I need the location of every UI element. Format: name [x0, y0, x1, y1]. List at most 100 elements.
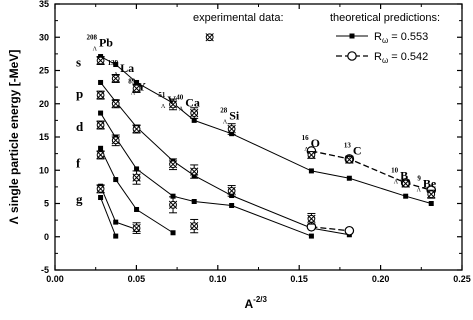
nucleus-label-O: 16 Λ O: [302, 134, 320, 153]
theory-square-marker: [170, 193, 176, 199]
exp-cross-b: [168, 160, 178, 169]
experimental-point: [111, 74, 120, 83]
legend-entries: Rω = 0.553 Rω = 0.542: [336, 31, 428, 65]
legend-entry-value: = 0.542: [388, 51, 428, 63]
exp-cross-b: [168, 100, 178, 109]
x-axis-label: A-2/3: [245, 295, 268, 311]
experimental-point: [168, 100, 178, 109]
y-tick-label: 10: [39, 165, 49, 175]
theory-dashed-line-0: [311, 150, 432, 191]
legend-square-marker: [349, 33, 355, 39]
theory-square-marker: [191, 117, 197, 123]
nucleus-label-B: 10 Λ B: [391, 167, 408, 186]
legend: experimental data: theoretical predictio…: [193, 12, 440, 65]
legend-experimental-marker: [205, 33, 214, 42]
nucleus-label-V: 51 Λ V: [158, 91, 176, 110]
nucleus-mass-number: 89: [128, 77, 136, 85]
y-tick-label: 15: [39, 132, 49, 142]
exp-cross-b: [96, 56, 105, 65]
x-axis-label-base: A: [245, 297, 254, 311]
nucleus-mass-number: 28: [220, 107, 228, 115]
x-axis-label-exponent: -2/3: [253, 295, 267, 304]
experimental-point: [96, 184, 105, 194]
exp-cross-b: [427, 190, 436, 199]
experimental-point: [111, 99, 120, 108]
nucleus-mass-number: 40: [176, 93, 184, 101]
y-tick-label: 5: [44, 199, 49, 209]
theory-square-marker: [134, 206, 140, 212]
nucleus-symbol: Be: [423, 177, 437, 191]
x-tick-label: 0.25: [453, 274, 471, 284]
nucleus-label-Be: 9 Λ Be: [417, 175, 437, 194]
experimental-point: [307, 150, 316, 160]
nucleus-symbol: Si: [229, 109, 240, 123]
experimental-point: [132, 124, 141, 134]
theory-line-s: [100, 56, 432, 204]
nucleus-lambda-mark: Λ: [161, 104, 166, 110]
y-tick-label: 25: [39, 66, 49, 76]
nucleus-symbol: Ca: [185, 95, 200, 109]
x-tick-label: 0.10: [209, 274, 227, 284]
exp-cross-b: [132, 124, 141, 134]
exp-cross-b: [190, 221, 199, 231]
nucleus-lambda-mark: Λ: [114, 72, 119, 78]
legend-entry-symbol: R: [374, 51, 382, 63]
nucleus-symbol: O: [311, 136, 320, 150]
nucleus-mass-number: 208: [86, 34, 97, 42]
nucleus-symbol: La: [120, 61, 134, 75]
experimental-point: [227, 124, 236, 134]
exp-cross-b: [205, 33, 214, 42]
nucleus-symbol: C: [353, 143, 362, 157]
theory-square-marker: [428, 201, 434, 206]
legend-entry-subscript: ω: [382, 56, 388, 65]
x-tick-label: 0.15: [290, 274, 308, 284]
theory-square-marker: [98, 110, 104, 116]
experimental-point: [132, 84, 141, 93]
theory-circle-marker: [344, 225, 355, 236]
theory-square-marker: [98, 145, 104, 151]
y-tick-label: 35: [39, 0, 49, 9]
exp-cross-b: [307, 214, 316, 223]
theory-square-marker: [403, 193, 409, 199]
legend-entry-subscript: ω: [382, 36, 388, 45]
exp-cross-b: [111, 99, 120, 108]
experimental-point: [111, 136, 120, 145]
theory-square-marker: [308, 233, 314, 239]
shell-label-s: s: [76, 55, 81, 70]
legend-experimental-label: experimental data:: [193, 12, 284, 24]
y-axis-label: Λ single particle energy [-MeV]: [7, 50, 21, 225]
experimental-point: [190, 108, 199, 118]
legend-theory-title: theoretical predictions:: [330, 12, 440, 24]
experimental-point: [345, 155, 354, 164]
nucleus-symbol: Pb: [99, 36, 113, 50]
nucleus-mass-number: 9: [417, 175, 421, 183]
y-tick-label: 20: [39, 99, 49, 109]
theory-square-marker: [191, 199, 197, 205]
theory-line-g: [100, 186, 137, 230]
experimental-point: [307, 214, 316, 223]
legend-entry-value: = 0.553: [388, 31, 428, 43]
nucleus-label-Pb: 208 Λ Pb: [86, 34, 113, 53]
nucleus-label-Y: 89 Λ Y: [128, 77, 146, 96]
theory-line-p: [100, 82, 350, 236]
exp-cross-b: [227, 124, 236, 134]
nucleus-lambda-mark: Λ: [304, 147, 309, 153]
exp-cross-b: [132, 173, 141, 182]
experimental-point: [96, 150, 105, 160]
nucleus-label-Ca: 40 Λ Ca: [176, 93, 200, 112]
theory-square-marker: [113, 177, 119, 183]
nucleus-lambda-mark: Λ: [131, 90, 136, 96]
experimental-point: [190, 221, 199, 231]
exp-cross-b: [96, 184, 105, 194]
exp-cross-b: [307, 150, 316, 160]
exp-cross-b: [96, 120, 105, 130]
shell-label-d: d: [76, 119, 84, 134]
legend-entry-label: Rω = 0.553: [374, 31, 428, 45]
experimental-point: [168, 200, 178, 209]
exp-cross-b: [96, 150, 105, 160]
y-tick-label: -5: [41, 265, 49, 275]
theory-square-marker: [170, 230, 176, 236]
experimental-point: [96, 56, 105, 65]
